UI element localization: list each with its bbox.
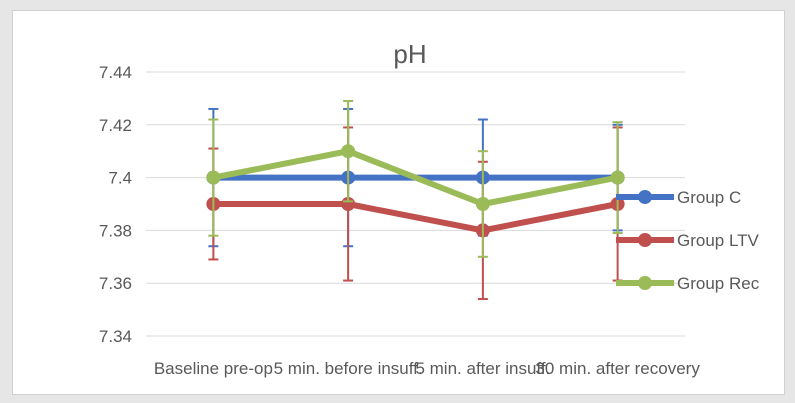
data-point (610, 170, 625, 185)
x-tick-label: 30 min. after recovery (535, 359, 700, 378)
x-tick-label: Baseline pre-op (154, 359, 273, 378)
x-axis-tick-labels: Baseline pre-op 5 min. before insuff.5 mi… (154, 359, 700, 378)
y-tick-label: 7.44 (99, 63, 132, 82)
legend-swatch-marker (638, 276, 652, 290)
legend-swatch-marker (638, 233, 652, 247)
y-tick-label: 7.34 (99, 327, 132, 346)
chart-area: pH 7.34 7.36 7.38 7.4 7.42 7.44 Baseline pre-… (12, 10, 785, 395)
series-line (213, 201, 619, 234)
legend-label: Group LTV (677, 231, 760, 250)
y-tick-label: 7.4 (108, 169, 132, 188)
data-point (475, 197, 490, 211)
x-tick-label: 5 min. after insuff. (415, 359, 550, 378)
legend-swatch-marker (638, 190, 652, 204)
series-line (212, 148, 619, 207)
legend-item: Group C (616, 188, 741, 207)
series-group-rec (206, 100, 625, 258)
chart-title: pH (393, 39, 426, 69)
y-tick-label: 7.36 (99, 274, 132, 293)
series-layer (206, 100, 625, 301)
y-tick-label: 7.38 (99, 221, 132, 240)
data-point (341, 144, 356, 159)
legend-label: Group Rec (677, 274, 760, 293)
x-tick-label: 5 min. before insuff. (274, 359, 423, 378)
series-group-ltv (206, 126, 625, 301)
legend-item: Group LTV (616, 231, 760, 250)
ph-line-chart: pH 7.34 7.36 7.38 7.4 7.42 7.44 Baseline pre-… (99, 39, 760, 378)
legend: Group C Group LTV Group Rec (616, 188, 760, 293)
y-axis-tick-labels: 7.34 7.36 7.38 7.4 7.42 7.44 (99, 63, 132, 346)
y-tick-label: 7.42 (99, 116, 132, 135)
legend-label: Group C (677, 188, 741, 207)
data-point (206, 170, 221, 185)
legend-item: Group Rec (616, 274, 760, 293)
